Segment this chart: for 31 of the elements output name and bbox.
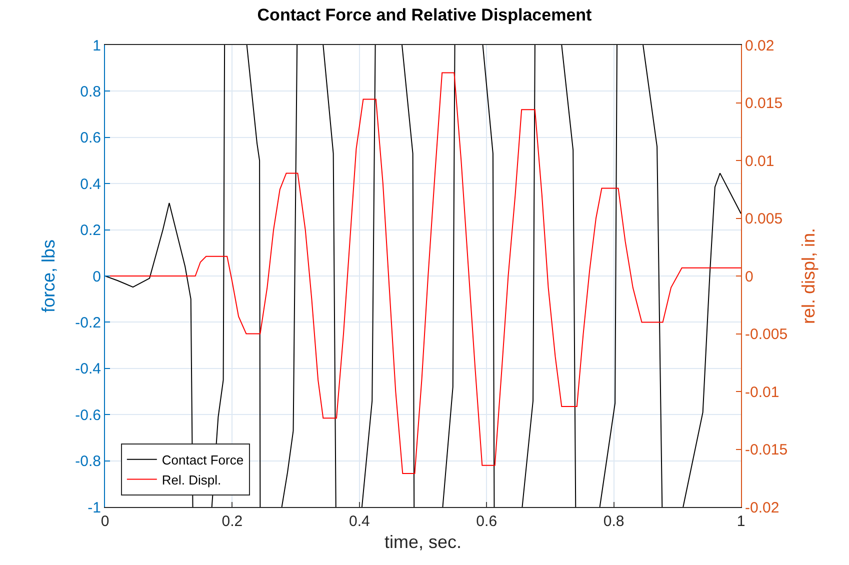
y2-tick-label: 0 (745, 268, 754, 286)
x-tick-label: 1 (736, 513, 746, 530)
x-tick-label: 0.8 (603, 513, 624, 530)
y2-tick-label: -0.005 (745, 326, 788, 343)
y2-tick-label: -0.02 (745, 499, 780, 516)
y-tick-label: -0.4 (75, 360, 101, 378)
x-tick-label: 0.6 (476, 513, 498, 530)
y2-tick-label: 0.01 (745, 152, 774, 170)
y2-tick-label: 0.015 (745, 95, 783, 112)
y-tick-label: -0.6 (75, 406, 101, 424)
y-tick-label: 0.2 (80, 222, 101, 240)
y2-tick-label: 0.02 (745, 37, 774, 54)
y-tick-label: 0.6 (80, 130, 101, 147)
y-tick-label: -0.2 (75, 314, 101, 332)
x-tick-label: 0.2 (222, 513, 243, 530)
y2-axis-title: rel. displ, in. (798, 228, 819, 324)
legend-label: Rel. Displ. (162, 472, 222, 488)
y-tick-label: 0.8 (80, 83, 101, 100)
legend-label: Contact Force (162, 452, 244, 468)
y-tick-label: 0.4 (80, 176, 101, 193)
y-axis-title: force, lbs (38, 239, 58, 313)
y-tick-label: 1 (92, 37, 101, 54)
y2-tick-label: 0.005 (745, 210, 783, 228)
chart-title: Contact Force and Relative Displacement (257, 5, 592, 24)
y2-tick-label: -0.015 (745, 442, 788, 458)
x-tick-label: 0.4 (348, 513, 370, 530)
y-tick-label: 0 (92, 268, 101, 286)
y-tick-label: -0.8 (75, 453, 101, 470)
y2-tick-label: -0.01 (745, 384, 780, 401)
y-tick-label: -1 (88, 499, 101, 516)
x-axis-title: time, sec. (384, 532, 462, 552)
